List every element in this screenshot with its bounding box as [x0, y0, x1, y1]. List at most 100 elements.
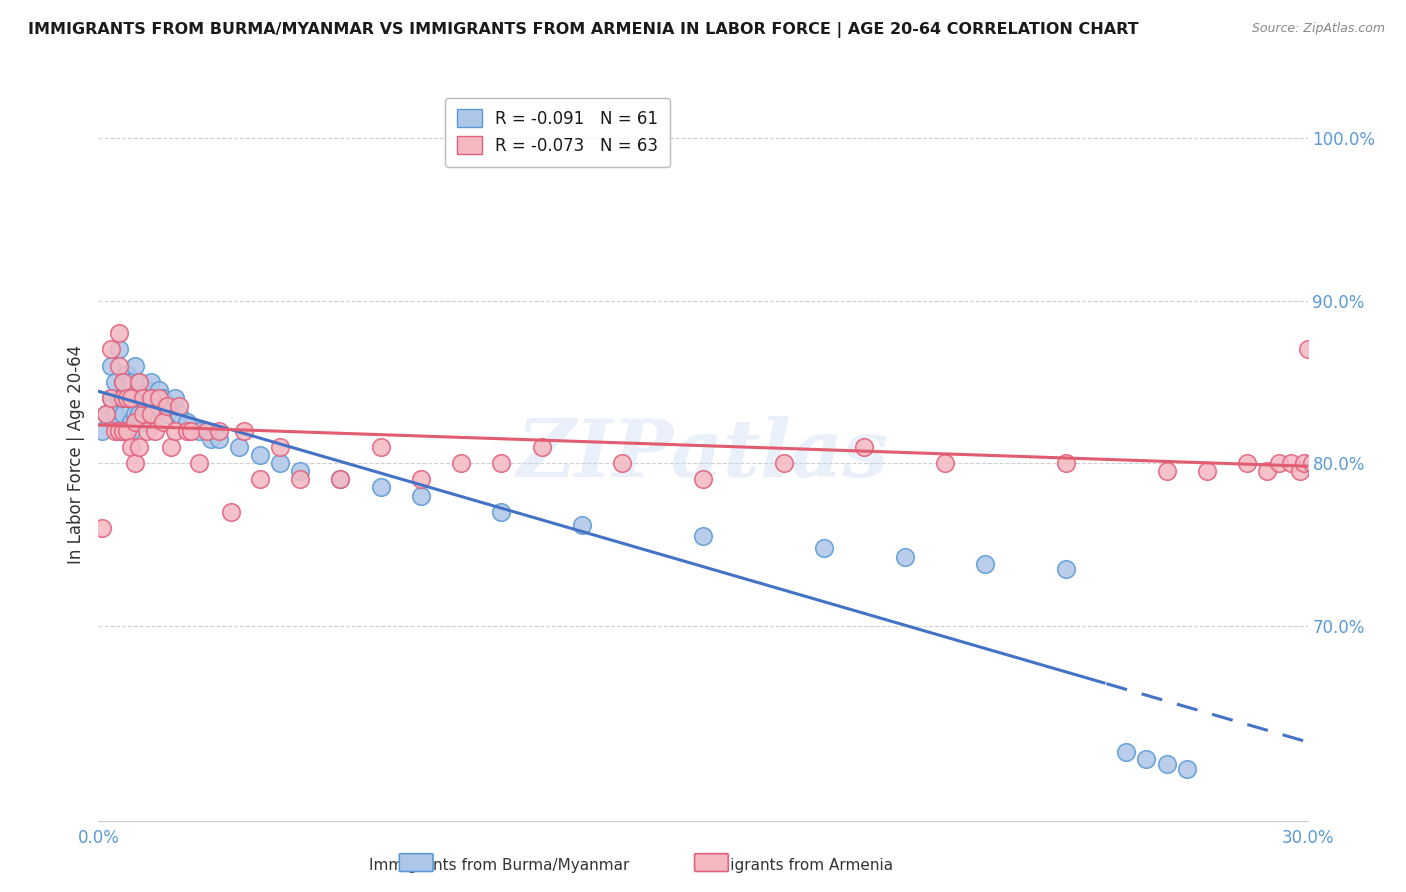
Point — [450, 456, 472, 470]
Point — [1156, 756, 1178, 771]
Point — [200, 432, 222, 446]
Point — [120, 424, 142, 438]
Point — [1054, 456, 1077, 470]
Point — [103, 424, 125, 438]
Point — [1296, 343, 1319, 357]
Y-axis label: In Labor Force | Age 20-64: In Labor Force | Age 20-64 — [66, 345, 84, 565]
Point — [100, 391, 122, 405]
Point — [115, 424, 138, 438]
Point — [107, 391, 129, 405]
Point — [132, 391, 155, 405]
Point — [176, 424, 198, 438]
Legend: R = -0.091   N = 61, R = -0.073   N = 63: R = -0.091 N = 61, R = -0.073 N = 63 — [446, 97, 671, 167]
Point — [530, 440, 553, 454]
Point — [1288, 464, 1310, 478]
Point — [974, 557, 997, 571]
Point — [1256, 464, 1278, 478]
Point — [1281, 456, 1303, 470]
Point — [128, 391, 150, 405]
Text: IMMIGRANTS FROM BURMA/MYANMAR VS IMMIGRANTS FROM ARMENIA IN LABOR FORCE | AGE 20: IMMIGRANTS FROM BURMA/MYANMAR VS IMMIGRA… — [28, 22, 1139, 38]
Point — [96, 407, 118, 421]
Point — [103, 375, 125, 389]
Point — [111, 375, 134, 389]
Point — [1292, 456, 1315, 470]
Point — [288, 464, 311, 478]
Point — [91, 424, 114, 438]
Point — [107, 424, 129, 438]
Point — [491, 456, 513, 470]
Point — [143, 391, 166, 405]
Point — [692, 529, 714, 543]
Point — [156, 407, 179, 421]
Point — [107, 343, 129, 357]
Point — [143, 424, 166, 438]
Point — [249, 448, 271, 462]
Point — [152, 416, 174, 430]
Point — [163, 424, 186, 438]
Point — [139, 399, 162, 413]
Point — [491, 505, 513, 519]
Point — [139, 391, 162, 405]
Point — [91, 521, 114, 535]
Point — [329, 472, 352, 486]
Point — [115, 391, 138, 405]
Text: Immigrants from Armenia: Immigrants from Armenia — [696, 858, 893, 872]
Point — [269, 440, 291, 454]
Point — [100, 359, 122, 373]
Point — [1236, 456, 1258, 470]
Point — [571, 517, 593, 532]
Point — [139, 375, 162, 389]
Point — [1301, 456, 1323, 470]
Point — [120, 375, 142, 389]
Point — [329, 472, 352, 486]
Point — [132, 391, 155, 405]
Point — [1268, 456, 1291, 470]
Point — [221, 505, 243, 519]
Point — [120, 440, 142, 454]
Point — [692, 472, 714, 486]
Point — [135, 407, 157, 421]
Point — [124, 407, 146, 421]
Point — [893, 550, 915, 565]
Point — [100, 343, 122, 357]
Point — [111, 407, 134, 421]
Point — [208, 432, 231, 446]
Point — [208, 424, 231, 438]
Point — [135, 383, 157, 397]
Point — [167, 407, 190, 421]
Point — [180, 424, 202, 438]
Point — [148, 383, 170, 397]
Point — [772, 456, 794, 470]
Point — [934, 456, 956, 470]
Point — [813, 541, 835, 555]
Text: Immigrants from Burma/Myanmar: Immigrants from Burma/Myanmar — [368, 858, 630, 872]
Point — [188, 456, 211, 470]
Point — [124, 456, 146, 470]
Point — [107, 359, 129, 373]
Point — [115, 424, 138, 438]
Point — [128, 375, 150, 389]
Point — [96, 407, 118, 421]
Point — [163, 391, 186, 405]
Point — [156, 399, 179, 413]
Point — [103, 407, 125, 421]
Point — [115, 367, 138, 381]
Point — [152, 391, 174, 405]
Point — [120, 416, 142, 430]
Point — [195, 424, 218, 438]
Point — [409, 472, 432, 486]
Point — [128, 440, 150, 454]
Point — [370, 440, 392, 454]
Point — [135, 424, 157, 438]
Point — [1156, 464, 1178, 478]
Point — [612, 456, 634, 470]
Point — [128, 407, 150, 421]
Point — [160, 440, 183, 454]
Point — [1195, 464, 1218, 478]
Point — [288, 472, 311, 486]
Point — [120, 391, 142, 405]
Point — [167, 399, 190, 413]
Point — [120, 391, 142, 405]
Point — [1175, 762, 1198, 776]
Point — [124, 391, 146, 405]
